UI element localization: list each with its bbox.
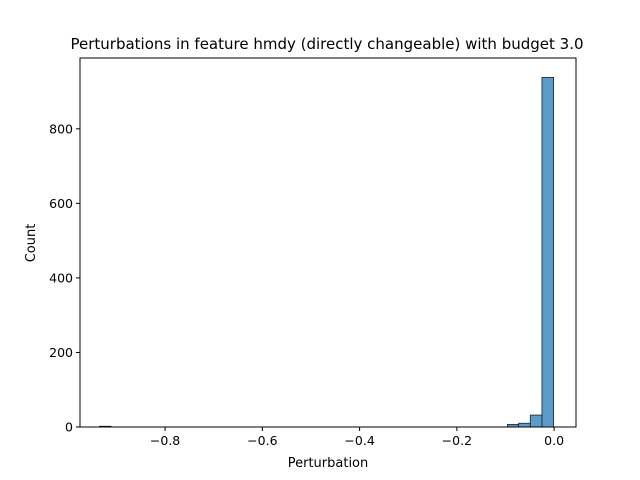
y-tick-label: 600 <box>49 196 73 211</box>
x-tick-label: −0.8 <box>150 433 180 448</box>
x-tick-label: −0.2 <box>442 433 472 448</box>
histogram-bar-4 <box>541 76 555 428</box>
x-tick-label: 0.0 <box>544 433 564 448</box>
y-tick-label: 800 <box>49 121 73 136</box>
x-tick-label: −0.4 <box>344 433 374 448</box>
plot-frame <box>79 57 577 428</box>
chart-title: Perturbations in feature hmdy (directly … <box>70 35 583 53</box>
y-axis-label: Count <box>24 224 39 263</box>
x-tick-label: −0.6 <box>247 433 277 448</box>
x-axis-label: Perturbation <box>288 456 369 471</box>
y-axis-ticks: 0 200 400 600 800 <box>49 121 80 435</box>
y-tick-label: 200 <box>49 345 73 360</box>
histogram-bar-2 <box>518 422 531 428</box>
bars-group <box>99 76 555 428</box>
y-tick-label: 400 <box>49 270 73 285</box>
histogram-bar-3 <box>529 414 543 428</box>
y-tick-label: 0 <box>65 420 73 435</box>
x-axis-ticks: −0.8 −0.6 −0.4 −0.2 0.0 <box>150 427 564 448</box>
